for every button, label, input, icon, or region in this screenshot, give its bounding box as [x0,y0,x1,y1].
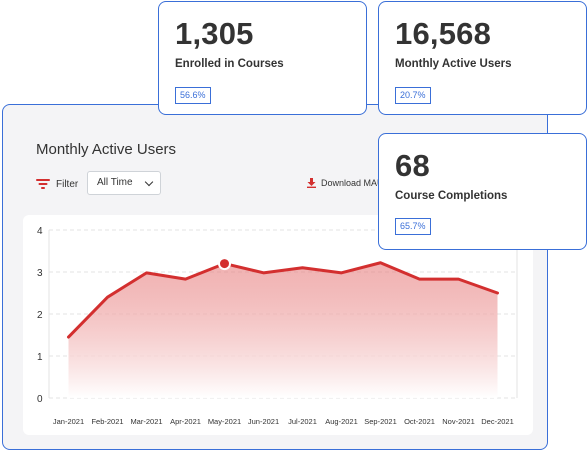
x-tick-label: Apr-2021 [170,417,201,426]
y-tick-label: 0 [37,394,43,405]
y-tick-label: 4 [37,226,43,237]
x-tick-label: May-2021 [208,417,241,426]
time-range-value: All Time [97,177,133,188]
x-tick-label: Nov-2021 [442,417,475,426]
filter-button[interactable]: Filter [36,178,78,190]
download-button[interactable]: Download MAU CSV [307,178,405,188]
y-tick-label: 3 [37,268,43,279]
stat-label: Course Completions [395,190,508,202]
mau-chart: 0 1 2 3 4 Jan-2021 Feb-2021 Mar-2021 Apr-2021 May… [37,226,518,426]
y-tick-label: 2 [37,310,43,321]
series-area [68,262,498,398]
x-tick-label: Aug-2021 [325,417,358,426]
stat-value: 68 [395,148,430,183]
x-tick-label: Mar-2021 [130,417,162,426]
stat-card-enrolled: 1,305 Enrolled in Courses 56.6% [158,1,367,115]
x-tick-label: Sep-2021 [364,417,397,426]
x-tick-label: Jan-2021 [53,417,84,426]
highlighted-data-point [218,257,231,271]
series-line [67,261,499,339]
y-tick-label: 1 [37,352,43,363]
chart-card: 0 1 2 3 4 Jan-2021 Feb-2021 Mar-2021 Apr-2021 May… [23,215,533,435]
stat-card-mau: 16,568 Monthly Active Users 20.7% [378,1,587,115]
x-tick-label: Feb-2021 [91,417,123,426]
x-tick-label: Jul-2021 [288,417,317,426]
stat-value: 16,568 [395,16,492,51]
stat-badge: 56.6% [175,87,211,104]
x-tick-label: Oct-2021 [404,417,435,426]
download-icon [307,178,316,188]
x-tick-label: Dec-2021 [481,417,514,426]
panel-title: Monthly Active Users [36,141,177,158]
time-range-select[interactable]: All Time [87,171,161,195]
stat-label: Enrolled in Courses [175,58,284,70]
download-label: Download MAU CSV [321,178,405,188]
stat-badge: 20.7% [395,87,431,104]
stat-badge: 65.7% [395,218,431,235]
stat-card-completions: 68 Course Completions 65.7% [378,133,587,250]
stat-value: 1,305 [175,16,254,51]
x-tick-label: Jun-2021 [248,417,279,426]
filter-label: Filter [56,178,79,190]
chevron-down-icon [144,177,154,187]
stat-label: Monthly Active Users [395,58,512,70]
filter-icon [36,178,50,190]
